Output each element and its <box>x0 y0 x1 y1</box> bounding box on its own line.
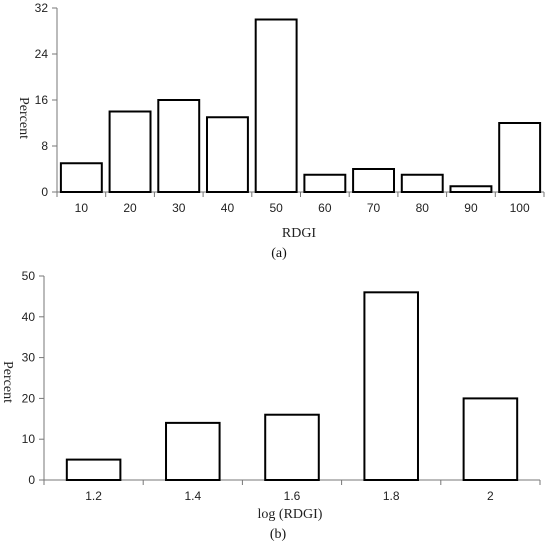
panel-b-bar <box>462 397 519 481</box>
panel-a-y-tick-label: 16 <box>35 93 49 107</box>
panel-b-label: (b) <box>270 527 287 542</box>
chart-panel-b: Percent log (RDGI) (b) 0 10 20 30 40 50 1.2 1.4… <box>0 269 541 542</box>
panel-b-bar <box>264 413 320 481</box>
panel-b-y-tick-label: 10 <box>22 432 36 446</box>
panel-b-y-tick-label: 0 <box>28 473 35 487</box>
panel-b-x-tick-label: 1.8 <box>383 489 400 503</box>
panel-b-x-tick-label: 2 <box>487 489 494 503</box>
panel-b-y-tick-label: 20 <box>22 391 36 405</box>
panel-a-bar <box>205 116 249 193</box>
panel-a-bar <box>254 18 298 193</box>
panel-a-x-tick-label: 50 <box>269 201 283 215</box>
panel-a-y-axis-title: Percent <box>16 97 31 139</box>
panel-a-x-tick-label: 40 <box>221 201 235 215</box>
panel-a-x-tick-label: 20 <box>123 201 137 215</box>
chart-panel-a: Percent RDGI (a) 0 8 16 24 32 10 20 30 40 50 60 70 8… <box>16 1 545 261</box>
panel-a-x-tick-label: 10 <box>75 201 89 215</box>
panel-a-bar <box>303 173 347 193</box>
panel-b-y-axis-title: Percent <box>0 361 15 403</box>
panel-b-x-tick-label: 1.2 <box>85 489 102 503</box>
panel-a-label: (a) <box>271 246 287 261</box>
panel-a-x-tick-label: 60 <box>318 201 332 215</box>
panel-b-x-tick-label: 1.4 <box>184 489 201 503</box>
panel-a-x-tick-label: 100 <box>510 201 530 215</box>
panel-a-bar <box>400 173 444 193</box>
panel-a-x-tick-label: 80 <box>416 201 430 215</box>
panel-a-bar <box>157 99 201 193</box>
panel-b-x-axis-title: log (RDGI) <box>258 507 323 522</box>
panel-a-bar <box>108 110 152 193</box>
panel-a-x-tick-label: 30 <box>172 201 186 215</box>
panel-b-y-tick-label: 50 <box>22 269 36 283</box>
panel-a-bar <box>449 185 493 193</box>
panel-b-y-tick-label: 30 <box>22 351 36 365</box>
panel-a-y-tick-label: 32 <box>35 1 49 15</box>
panel-b-bar <box>65 458 122 482</box>
panel-b-y-tick-label: 40 <box>22 310 36 324</box>
panel-b-bar <box>363 291 419 481</box>
panel-a-x-tick-label: 90 <box>464 201 478 215</box>
panel-b-x-tick-label: 1.6 <box>284 489 301 503</box>
panel-a-x-axis-title: RDGI <box>282 226 317 241</box>
panel-a-x-tick-label: 70 <box>367 201 381 215</box>
panel-a-y-tick-label: 24 <box>35 47 49 61</box>
panel-a-y-tick-label: 0 <box>41 185 48 199</box>
panel-a-bar <box>59 162 103 193</box>
panel-b-bar <box>165 421 221 482</box>
panel-a-bar <box>498 122 542 193</box>
panel-a-bar <box>352 168 396 193</box>
panel-a-y-tick-label: 8 <box>41 139 48 153</box>
